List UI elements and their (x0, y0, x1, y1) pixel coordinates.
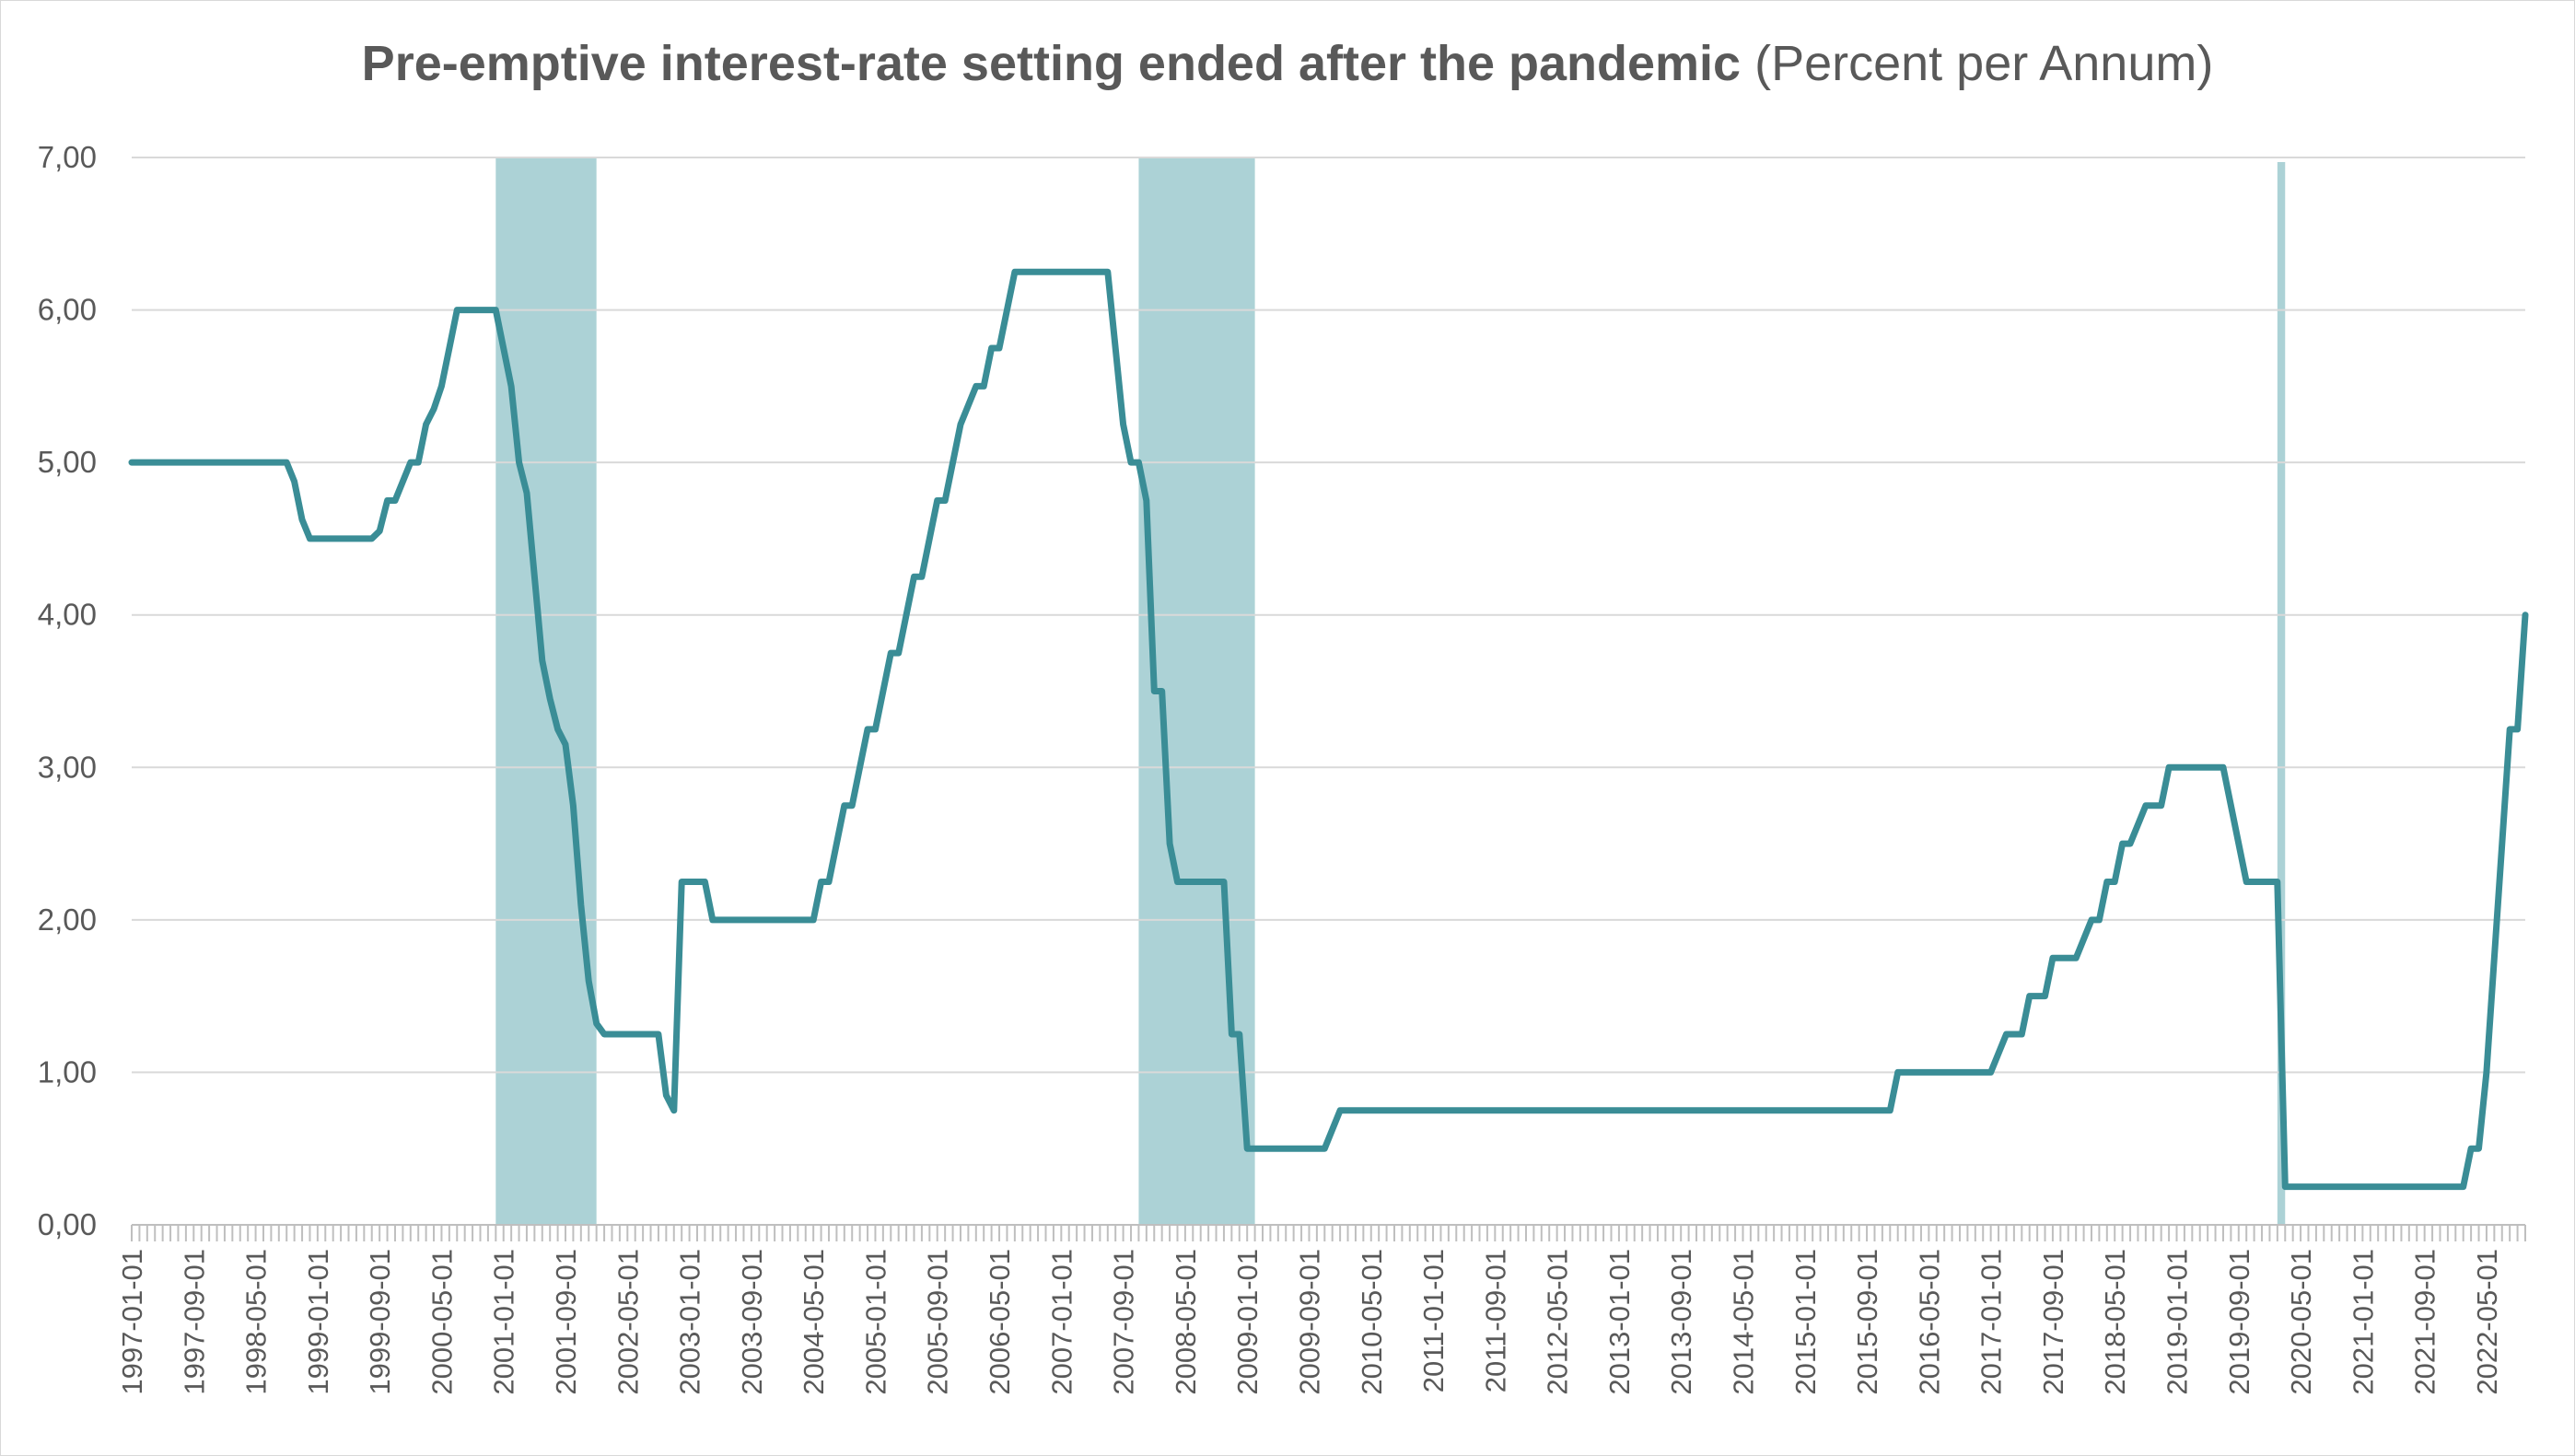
x-tick-label: 2022-05-01 (2471, 1249, 2503, 1395)
x-tick-label: 2002-05-01 (612, 1249, 644, 1395)
x-tick-label: 1999-09-01 (364, 1249, 396, 1395)
x-tick-label: 2019-09-01 (2223, 1249, 2255, 1395)
x-tick-label: 2001-01-01 (488, 1249, 520, 1395)
y-axis-tick-labels: 0,00 1,00 2,00 3,00 4,00 5,00 6,00 7,00 (38, 140, 97, 1241)
x-tick-label: 2017-01-01 (1975, 1249, 2008, 1395)
x-tick-label: 2020-05-01 (2285, 1249, 2317, 1395)
shaded-period-3 (2277, 161, 2286, 1225)
x-tick-label: 1999-01-01 (302, 1249, 334, 1395)
x-tick-label: 2015-01-01 (1789, 1249, 1822, 1395)
gridlines (132, 157, 2525, 1074)
x-axis (131, 1224, 2526, 1241)
x-tick-label: 2001-09-01 (550, 1249, 582, 1395)
y-tick-label: 6,00 (38, 293, 97, 327)
x-tick-label: 2021-09-01 (2409, 1249, 2441, 1395)
y-tick-label: 2,00 (38, 903, 97, 937)
x-tick-label: 2013-01-01 (1603, 1249, 1636, 1395)
x-tick-label: 1998-05-01 (240, 1249, 273, 1395)
x-tick-label: 2017-09-01 (2037, 1249, 2069, 1395)
shaded-periods (495, 157, 2286, 1225)
chart-title: Pre-emptive interest-rate setting ended … (0, 35, 2575, 92)
x-tick-label: 2011-09-01 (1479, 1249, 1511, 1392)
x-tick-label: 2015-09-01 (1851, 1249, 1883, 1395)
x-tick-label: 2007-01-01 (1045, 1249, 1078, 1395)
x-tick-label: 2003-01-01 (674, 1249, 706, 1395)
chart-title-unit: (Percent per Annum) (1754, 36, 2214, 91)
x-tick-label: 2004-05-01 (798, 1249, 830, 1395)
series-layer (128, 268, 2529, 1191)
y-tick-label: 0,00 (38, 1207, 97, 1241)
x-tick-label: 2005-01-01 (859, 1249, 891, 1395)
x-axis-tick-labels: 1997-01-01 1997-09-01 1998-05-01 1999-01-01… (116, 1249, 2503, 1395)
chart-title-main: Pre-emptive interest-rate setting ended … (361, 36, 1742, 91)
x-tick-label: 1997-01-01 (116, 1249, 148, 1395)
y-tick-label: 1,00 (38, 1054, 97, 1089)
x-tick-label: 2018-05-01 (2099, 1249, 2131, 1395)
x-tick-label: 2009-01-01 (1231, 1249, 1264, 1395)
x-tick-label: 2003-09-01 (736, 1249, 768, 1395)
x-tick-label: 2012-05-01 (1542, 1249, 1574, 1395)
x-tick-label: 2006-05-01 (984, 1249, 1016, 1395)
y-tick-label: 5,00 (38, 445, 97, 479)
y-tick-label: 4,00 (38, 598, 97, 632)
x-tick-label: 2014-05-01 (1727, 1249, 1759, 1395)
y-tick-label: 7,00 (38, 140, 97, 174)
x-tick-label: 2007-09-01 (1108, 1249, 1140, 1395)
x-tick-label: 2016-05-01 (1913, 1249, 1945, 1395)
x-tick-label: 2005-09-01 (922, 1249, 954, 1395)
x-tick-label: 1997-09-01 (178, 1249, 210, 1395)
y-tick-label: 3,00 (38, 750, 97, 784)
x-tick-label: 2021-01-01 (2347, 1249, 2379, 1395)
x-tick-label: 2011-01-01 (1417, 1249, 1450, 1392)
x-tick-label: 2000-05-01 (425, 1249, 458, 1395)
x-tick-label: 2013-09-01 (1665, 1249, 1697, 1395)
x-tick-label: 2010-05-01 (1356, 1249, 1388, 1395)
series-line-1 (128, 268, 2529, 1191)
x-tick-label: 2008-05-01 (1170, 1249, 1202, 1395)
x-tick-label: 2009-09-01 (1293, 1249, 1325, 1395)
x-tick-label: 2019-01-01 (2161, 1249, 2194, 1395)
